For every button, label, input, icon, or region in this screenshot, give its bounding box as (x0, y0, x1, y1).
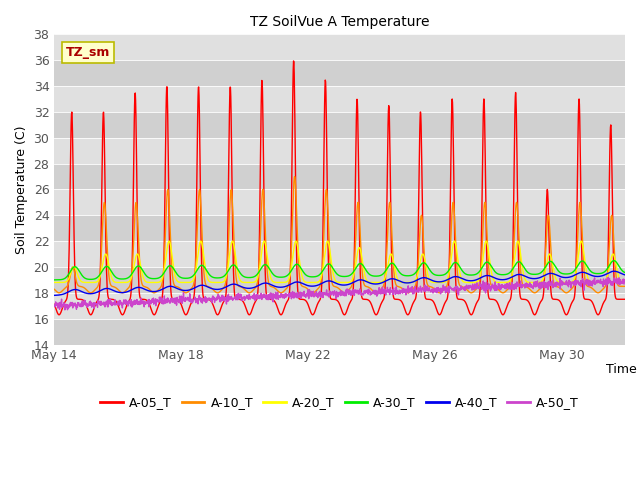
X-axis label: Time: Time (605, 363, 636, 376)
A-20_T (305, 279, 312, 285)
A-20_T (621, 279, 629, 285)
A-50_T (84, 303, 92, 309)
A-50_T (355, 291, 362, 297)
Text: TZ_sm: TZ_sm (66, 46, 110, 59)
A-40_T (305, 283, 312, 288)
Line: A-40_T: A-40_T (54, 271, 625, 295)
Line: A-05_T: A-05_T (54, 61, 625, 315)
A-30_T (417, 262, 425, 267)
A-50_T (604, 275, 612, 280)
A-20_T (324, 238, 332, 244)
A-05_T (290, 58, 298, 64)
Line: A-30_T: A-30_T (54, 261, 625, 280)
A-10_T (296, 276, 303, 282)
A-30_T (543, 263, 550, 268)
A-10_T (418, 213, 426, 219)
A-30_T (51, 277, 58, 283)
Bar (54, 86, 625, 112)
A-05_T (621, 296, 629, 302)
A-05_T (305, 304, 313, 310)
A-40_T (295, 279, 303, 285)
Bar (54, 215, 625, 241)
Bar (54, 190, 625, 215)
A-50_T (296, 293, 303, 299)
A-50_T (417, 289, 425, 295)
A-05_T (543, 189, 551, 194)
A-10_T (84, 288, 92, 294)
A-40_T (51, 292, 58, 298)
A-10_T (305, 288, 313, 293)
A-10_T (51, 287, 58, 292)
Bar (54, 164, 625, 190)
Bar (54, 112, 625, 138)
A-20_T (295, 255, 303, 261)
A-10_T (543, 223, 551, 229)
A-10_T (291, 174, 298, 180)
A-30_T (621, 270, 629, 276)
A-10_T (355, 203, 362, 208)
A-05_T (51, 301, 58, 307)
Bar (54, 267, 625, 293)
Title: TZ SoilVue A Temperature: TZ SoilVue A Temperature (250, 15, 429, 29)
A-30_T (305, 274, 312, 279)
A-40_T (354, 277, 362, 283)
A-20_T (355, 246, 362, 252)
Bar (54, 138, 625, 164)
A-40_T (84, 291, 92, 297)
A-05_T (418, 160, 426, 166)
Bar (54, 60, 625, 86)
A-40_T (621, 272, 629, 278)
A-05_T (277, 312, 285, 318)
A-20_T (543, 261, 550, 266)
Line: A-50_T: A-50_T (54, 277, 625, 310)
A-20_T (417, 253, 425, 259)
A-10_T (621, 284, 629, 289)
A-50_T (51, 303, 58, 309)
A-50_T (61, 307, 68, 313)
A-05_T (296, 296, 303, 302)
A-20_T (51, 279, 58, 285)
Legend: A-05_T, A-10_T, A-20_T, A-30_T, A-40_T, A-50_T: A-05_T, A-10_T, A-20_T, A-30_T, A-40_T, … (95, 391, 584, 414)
A-40_T (543, 272, 550, 277)
Bar (54, 35, 625, 60)
A-50_T (621, 281, 629, 287)
Bar (54, 241, 625, 267)
Line: A-20_T: A-20_T (54, 241, 625, 282)
A-40_T (611, 268, 618, 274)
A-05_T (84, 307, 92, 313)
A-50_T (543, 284, 550, 289)
Bar (54, 293, 625, 319)
A-20_T (84, 279, 92, 285)
Bar (54, 319, 625, 345)
A-40_T (417, 276, 425, 281)
A-05_T (355, 173, 362, 179)
A-10_T (277, 290, 285, 296)
Y-axis label: Soil Temperature (C): Soil Temperature (C) (15, 125, 28, 253)
Line: A-10_T: A-10_T (54, 177, 625, 293)
A-30_T (610, 258, 618, 264)
A-30_T (84, 276, 92, 282)
A-30_T (295, 263, 303, 268)
A-30_T (354, 262, 362, 268)
A-50_T (305, 296, 312, 301)
